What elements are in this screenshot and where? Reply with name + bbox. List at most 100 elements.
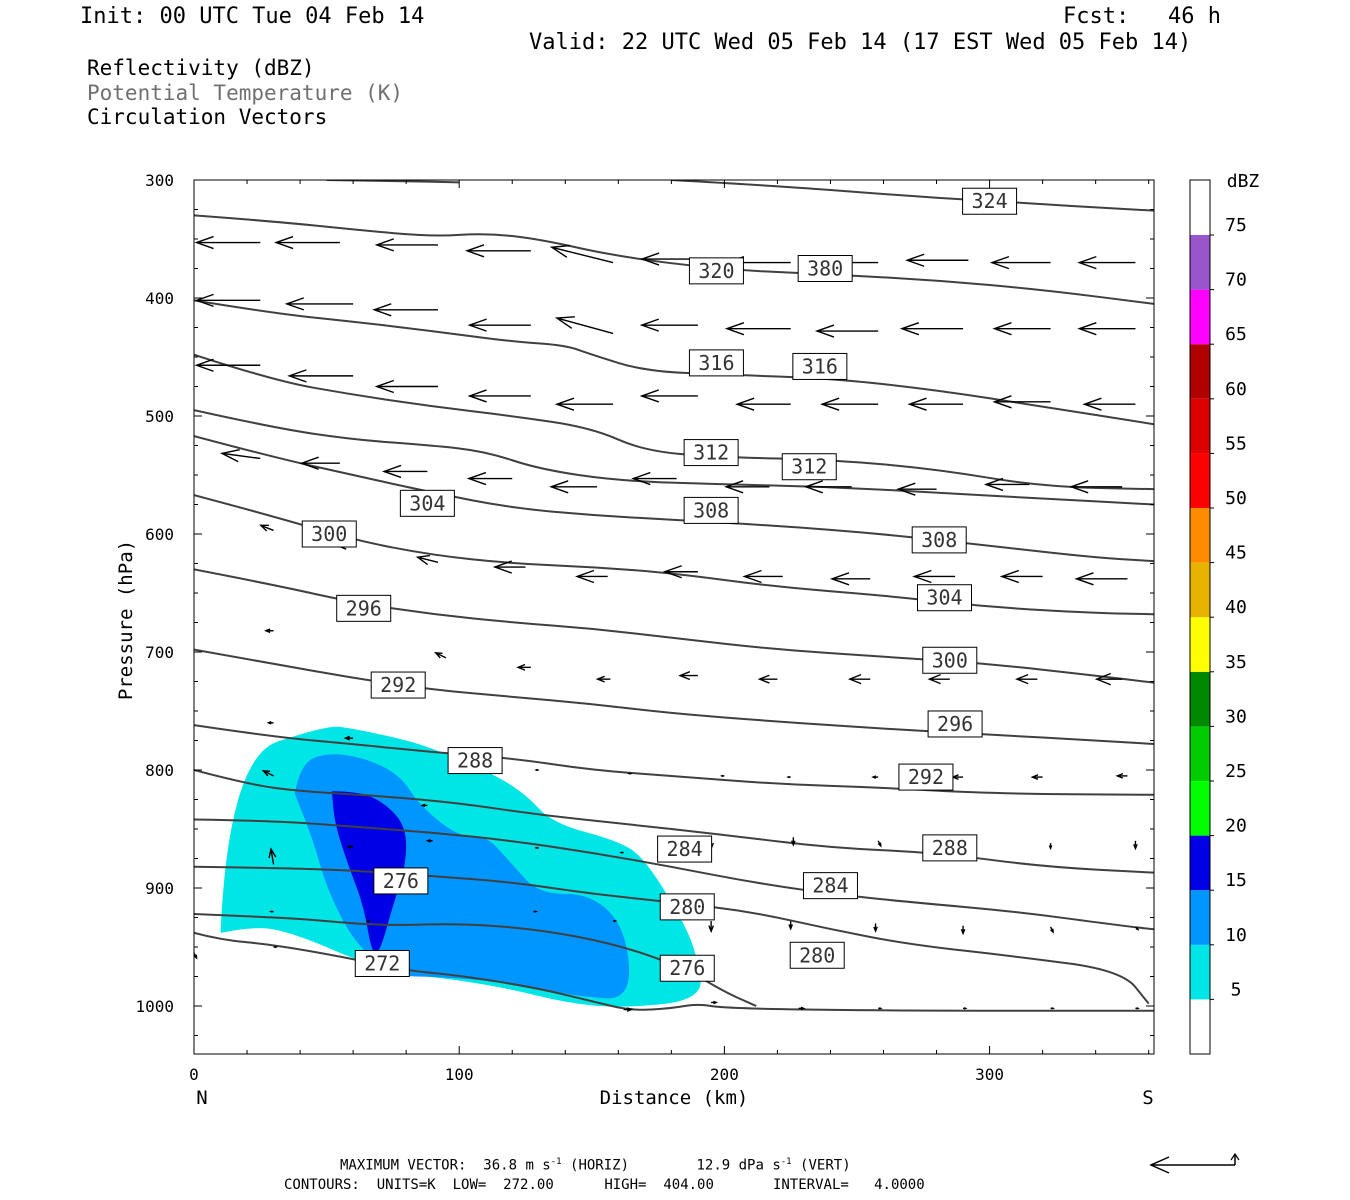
y-tick-label: 400 bbox=[145, 289, 174, 308]
contour-high-label: HIGH= bbox=[604, 1177, 647, 1193]
vector-head bbox=[960, 928, 966, 936]
vector-head bbox=[1133, 843, 1138, 851]
contour-label-text: 300 bbox=[311, 522, 347, 546]
circulation-vector bbox=[374, 379, 438, 394]
vector-head bbox=[905, 253, 925, 267]
vector-head bbox=[678, 671, 691, 681]
circulation-vector bbox=[719, 774, 725, 778]
vector-head bbox=[346, 844, 352, 849]
vector-head bbox=[983, 477, 1004, 492]
vector-head bbox=[871, 775, 877, 779]
contour-label: 288 bbox=[447, 747, 503, 775]
contour-label: 284 bbox=[802, 872, 858, 900]
field-potential-temperature: Potential Temperature (K) bbox=[87, 81, 404, 105]
contour-label: 284 bbox=[657, 835, 713, 863]
circulation-vector bbox=[266, 721, 274, 725]
vector-shaft bbox=[221, 452, 261, 460]
vector-head bbox=[912, 569, 932, 584]
circulation-vector bbox=[896, 482, 937, 496]
vector-head bbox=[434, 651, 443, 659]
colorbar-tick-label: 15 bbox=[1225, 870, 1247, 891]
contour-label: 276 bbox=[373, 867, 429, 895]
circulation-vector bbox=[878, 1007, 883, 1010]
contour-label-box bbox=[688, 349, 744, 377]
contour-label-text: 272 bbox=[364, 952, 400, 976]
circulation-vector bbox=[907, 397, 964, 411]
contour-label-text: 284 bbox=[667, 837, 703, 861]
x-tick-label: 100 bbox=[445, 1065, 474, 1084]
contour-label-text: 292 bbox=[380, 673, 416, 697]
vector-head bbox=[425, 839, 431, 843]
circulation-vector bbox=[989, 255, 1051, 270]
vector-head bbox=[1115, 773, 1124, 779]
circulation-vector bbox=[1048, 843, 1053, 851]
circulation-vector bbox=[798, 1006, 806, 1011]
circulation-vector bbox=[1015, 674, 1038, 685]
vector-head bbox=[264, 628, 271, 634]
vector-head bbox=[639, 389, 660, 403]
circulation-vector bbox=[492, 560, 526, 574]
contour-label: 300 bbox=[922, 646, 978, 674]
vector-head bbox=[466, 471, 487, 486]
contour-label-text: 296 bbox=[346, 596, 382, 620]
circulation-vector bbox=[533, 910, 538, 913]
contour-label-box bbox=[797, 255, 853, 282]
vector-head bbox=[259, 524, 269, 532]
colorbar-tick-label: 65 bbox=[1225, 324, 1247, 345]
vector-head bbox=[534, 768, 538, 772]
contour-label-box bbox=[370, 671, 426, 699]
contour-label-layer: 324 320 380 316 316 312 312 304 308 300 308 296 304 2… bbox=[301, 187, 1018, 982]
contour-label: 316 bbox=[688, 349, 744, 377]
footer-max-vector: MAXIMUM VECTOR: 36.8 m s-1 (HORIZ) 12.9 … bbox=[340, 1157, 851, 1174]
circulation-vector bbox=[873, 923, 878, 933]
contour-label: 280 bbox=[789, 941, 845, 969]
contour-label-box bbox=[792, 352, 848, 380]
x-axis-title: Distance (km) bbox=[600, 1087, 749, 1109]
vector-head bbox=[992, 322, 1012, 336]
vector-head bbox=[989, 255, 1010, 270]
circulation-vector bbox=[372, 303, 438, 317]
vector-head bbox=[631, 471, 651, 486]
colorbar-tick-label: 25 bbox=[1225, 761, 1247, 782]
contour-label-text: 316 bbox=[802, 354, 838, 378]
colorbar-segment-15 bbox=[1190, 835, 1210, 891]
vector-head bbox=[896, 482, 916, 496]
horiz-tag: (HORIZ) bbox=[570, 1157, 630, 1174]
theta-contour-304 bbox=[194, 494, 1154, 616]
contour-label-text: 316 bbox=[698, 351, 734, 375]
contour-label: 300 bbox=[301, 520, 357, 548]
vector-head bbox=[194, 358, 214, 372]
circulation-vector bbox=[425, 839, 433, 843]
contour-label-box bbox=[922, 646, 978, 674]
circulation-vector bbox=[467, 318, 531, 332]
circulation-vector bbox=[613, 919, 618, 923]
circulation-vector bbox=[1082, 397, 1136, 411]
circulation-vector bbox=[1074, 572, 1128, 586]
circulation-vector bbox=[999, 569, 1043, 584]
vector-head bbox=[963, 1007, 968, 1010]
vector-head bbox=[1048, 845, 1053, 851]
contour-label-text: 296 bbox=[937, 712, 973, 736]
vector-head bbox=[803, 480, 824, 494]
contour-high-value: 404.00 bbox=[663, 1177, 714, 1193]
vector-shaft bbox=[556, 317, 614, 335]
theta-contour-276 bbox=[194, 912, 757, 1007]
vector-head bbox=[1030, 774, 1039, 780]
circulation-vector bbox=[284, 297, 354, 311]
vector-head bbox=[713, 1000, 719, 1005]
circulation-vector bbox=[549, 244, 614, 264]
circulation-vector bbox=[299, 456, 340, 470]
vector-head bbox=[516, 663, 526, 671]
circulation-vector bbox=[269, 910, 274, 913]
footer-contours: CONTOURS: UNITS=K LOW= 272.00 HIGH= 404.… bbox=[284, 1177, 925, 1193]
colorbar-segment-45 bbox=[1190, 508, 1210, 563]
circulation-vector bbox=[757, 674, 778, 684]
vector-head bbox=[877, 842, 882, 848]
circulation-vector bbox=[516, 663, 531, 671]
circulation-vector bbox=[877, 840, 882, 848]
vector-head bbox=[662, 565, 682, 579]
theta-contour-272 bbox=[194, 931, 1154, 1012]
circulation-vector bbox=[534, 768, 539, 772]
contour-label: 312 bbox=[683, 439, 739, 467]
circulation-vector bbox=[912, 569, 956, 584]
